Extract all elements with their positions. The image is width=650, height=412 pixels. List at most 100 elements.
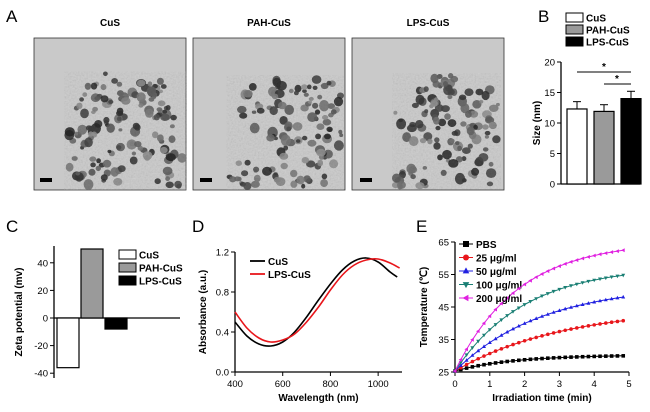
x-axis-label: Irradiation time (min)	[492, 393, 591, 404]
data-point	[528, 318, 533, 323]
data-point	[534, 357, 539, 361]
legend-marker	[463, 254, 469, 261]
data-point	[482, 344, 486, 348]
data-point	[557, 308, 562, 312]
nanoparticle	[460, 121, 467, 127]
nanoparticle	[108, 99, 114, 104]
nanoparticle	[160, 84, 167, 89]
tem-title-cus: CuS	[100, 18, 120, 29]
data-point	[511, 310, 515, 314]
nanoparticle	[317, 94, 323, 100]
nanoparticle	[83, 179, 94, 190]
nanoparticle	[279, 116, 288, 125]
nanoparticle	[85, 125, 93, 131]
data-point	[604, 354, 608, 358]
nanoparticle	[253, 174, 261, 183]
nanoparticle	[102, 159, 112, 168]
nanoparticle	[415, 120, 424, 129]
nanoparticle	[443, 81, 448, 87]
data-point	[505, 344, 510, 349]
data-point	[580, 354, 585, 359]
nanoparticle	[248, 83, 257, 91]
nanoparticle	[434, 137, 440, 143]
nanoparticle	[495, 102, 500, 107]
x-tick-label: 2	[522, 379, 527, 390]
data-point	[452, 369, 457, 373]
data-point	[511, 359, 515, 363]
nanoparticle	[91, 123, 101, 134]
nanoparticle	[234, 176, 241, 182]
nanoparticle	[84, 82, 92, 90]
nanoparticle	[243, 89, 253, 98]
nanoparticle	[174, 180, 183, 189]
nanoparticle	[465, 110, 472, 118]
nanoparticle	[301, 84, 308, 90]
nanoparticle	[467, 143, 473, 149]
nanoparticle	[117, 165, 126, 173]
nanoparticle	[153, 114, 160, 121]
nanoparticle	[316, 148, 326, 157]
nanoparticle	[88, 168, 96, 176]
nanoparticle	[326, 126, 333, 132]
data-point	[551, 310, 556, 314]
nanoparticle	[116, 116, 122, 122]
nanoparticle	[239, 112, 248, 119]
nanoparticle	[430, 100, 438, 107]
data-point	[470, 337, 474, 342]
legend-label: PAH-CuS	[139, 264, 183, 275]
nanoparticle	[157, 100, 166, 107]
y-tick-label: 55	[438, 270, 449, 281]
nanoparticle	[449, 138, 455, 143]
nanoparticle	[473, 124, 478, 130]
y-tick-label: 10	[544, 119, 555, 130]
nanoparticle	[316, 123, 325, 130]
nanoparticle	[131, 151, 137, 156]
nanoparticle	[466, 126, 475, 136]
nanoparticle	[482, 147, 489, 152]
nanoparticle	[77, 124, 88, 135]
nanoparticle	[160, 113, 170, 122]
nanoparticle	[279, 152, 289, 160]
data-point	[488, 361, 492, 366]
nanoparticle	[435, 125, 441, 131]
nanoparticle	[84, 137, 93, 148]
data-point	[597, 252, 602, 257]
nanoparticle	[147, 81, 153, 87]
nanoparticle	[307, 139, 317, 147]
data-point	[458, 357, 463, 362]
nanoparticle	[448, 159, 459, 168]
nanoparticle	[315, 133, 322, 140]
nanoparticle	[447, 94, 453, 100]
nanoparticle	[484, 135, 489, 139]
nanoparticle	[229, 176, 237, 183]
nanoparticle	[440, 169, 447, 176]
data-point	[540, 356, 544, 361]
data-point	[499, 360, 504, 364]
nanoparticle	[454, 172, 466, 185]
nanoparticle	[142, 151, 153, 160]
legend-marker	[462, 267, 470, 274]
significance-star: *	[615, 74, 619, 85]
nanoparticle	[433, 142, 441, 150]
data-point	[522, 338, 527, 343]
series-line	[454, 296, 624, 372]
nanoparticle	[152, 131, 159, 139]
nanoparticle	[156, 107, 163, 112]
nanoparticle	[256, 107, 265, 114]
chart-d-absorbance: 0.0 0.4 0.8 1.2 400 600 800 1000 Wavelength (nm)…	[198, 248, 402, 404]
nanoparticle	[460, 103, 470, 114]
nanoparticle	[121, 97, 131, 105]
data-point	[580, 325, 585, 329]
nanoparticle	[485, 168, 497, 179]
data-point	[598, 354, 602, 359]
data-point	[592, 253, 596, 258]
data-point	[458, 363, 463, 367]
nanoparticle	[286, 126, 292, 132]
significance-star: *	[602, 62, 606, 73]
legend-label: CuS	[586, 14, 606, 25]
data-point	[516, 323, 521, 328]
nanoparticle	[321, 173, 328, 180]
data-point	[493, 307, 497, 312]
nanoparticle	[266, 134, 275, 142]
